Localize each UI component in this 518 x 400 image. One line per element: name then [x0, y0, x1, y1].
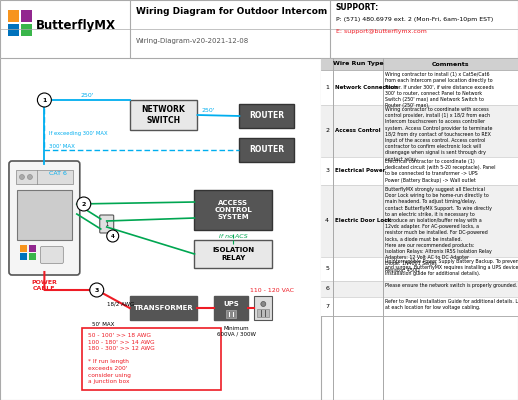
Text: Comments: Comments	[432, 62, 469, 66]
Bar	[16, 170, 73, 184]
Text: Wiring contractor to coordinate with access
control provider, install (1) x 18/2: Wiring contractor to coordinate with acc…	[385, 107, 493, 162]
Text: Electrical Power: Electrical Power	[335, 168, 385, 174]
Text: 250': 250'	[80, 93, 94, 98]
Bar	[130, 100, 197, 130]
Bar	[321, 281, 518, 297]
Bar	[321, 185, 518, 257]
Bar	[321, 105, 518, 157]
Text: If exceeding 300' MAX: If exceeding 300' MAX	[49, 131, 108, 136]
Circle shape	[37, 93, 51, 107]
Text: 250': 250'	[202, 108, 215, 114]
Text: 18/2 AWG: 18/2 AWG	[107, 301, 134, 306]
Text: 110 - 120 VAC: 110 - 120 VAC	[250, 288, 294, 293]
Text: 2: 2	[325, 128, 329, 134]
Text: 4: 4	[325, 218, 329, 224]
Circle shape	[261, 302, 266, 306]
Text: UPS: UPS	[224, 301, 239, 307]
Text: 7: 7	[325, 304, 329, 309]
FancyBboxPatch shape	[100, 215, 114, 233]
Bar	[8, 24, 19, 36]
Text: Wire Run Type: Wire Run Type	[333, 62, 384, 66]
Text: 2: 2	[82, 202, 86, 206]
Text: 1: 1	[325, 85, 329, 90]
Text: 5: 5	[325, 266, 329, 272]
FancyBboxPatch shape	[9, 161, 80, 275]
Circle shape	[27, 174, 33, 180]
Bar	[257, 309, 269, 317]
Bar	[321, 157, 518, 185]
Bar	[321, 257, 518, 281]
Circle shape	[20, 174, 24, 180]
Text: Uninterruptible Power Supply Battery Backup. To prevent voltage drops
and surges: Uninterruptible Power Supply Battery Bac…	[385, 259, 518, 276]
Text: E: support@butterflymx.com: E: support@butterflymx.com	[336, 30, 427, 34]
Circle shape	[107, 230, 119, 242]
Bar	[321, 297, 518, 316]
Bar	[17, 190, 72, 240]
Text: Refer to Panel Installation Guide for additional details. Leave 6' service loop
: Refer to Panel Installation Guide for ad…	[385, 299, 518, 310]
Text: Minimum
600VA / 300W: Minimum 600VA / 300W	[217, 326, 256, 337]
Text: If no ACS: If no ACS	[219, 234, 248, 240]
Text: ACCESS
CONTROL
SYSTEM: ACCESS CONTROL SYSTEM	[214, 200, 252, 220]
Text: POWER
CABLE: POWER CABLE	[32, 280, 57, 291]
Bar	[8, 10, 19, 22]
Text: 3: 3	[95, 288, 99, 292]
Bar	[194, 240, 272, 268]
Text: ROUTER: ROUTER	[249, 146, 284, 154]
Text: Wiring contractor to install (1) x Cat5e/Cat6
from each Intercom panel location : Wiring contractor to install (1) x Cat5e…	[385, 72, 494, 108]
Bar	[226, 310, 236, 318]
Text: Please ensure the network switch is properly grounded.: Please ensure the network switch is prop…	[385, 283, 517, 288]
Text: 50' MAX: 50' MAX	[92, 322, 114, 327]
Text: 50 - 100' >> 18 AWG
100 - 180' >> 14 AWG
180 - 300' >> 12 AWG

* If run length
e: 50 - 100' >> 18 AWG 100 - 180' >> 14 AWG…	[88, 333, 154, 384]
Text: 1: 1	[42, 98, 47, 102]
Bar	[21, 10, 32, 22]
Bar	[20, 253, 27, 260]
Bar	[29, 253, 36, 260]
Bar	[214, 296, 248, 320]
Bar	[194, 190, 272, 230]
Bar	[321, 70, 518, 105]
Bar	[239, 104, 294, 128]
Text: Wiring-Diagram-v20-2021-12-08: Wiring-Diagram-v20-2021-12-08	[136, 38, 249, 44]
Text: P: (571) 480.6979 ext. 2 (Mon-Fri, 6am-10pm EST): P: (571) 480.6979 ext. 2 (Mon-Fri, 6am-1…	[336, 18, 493, 22]
Text: SUPPORT:: SUPPORT:	[336, 4, 379, 12]
Circle shape	[77, 197, 91, 211]
Text: Access Control: Access Control	[335, 128, 381, 134]
Text: TRANSFORMER: TRANSFORMER	[134, 305, 193, 311]
Bar	[82, 328, 221, 390]
Bar	[321, 58, 518, 70]
Bar	[29, 245, 36, 252]
Text: 1: 1	[105, 222, 108, 226]
Text: NETWORK
SWITCH: NETWORK SWITCH	[142, 105, 185, 125]
Bar	[130, 296, 197, 320]
Text: 300' MAX: 300' MAX	[49, 144, 75, 149]
Text: CAT 6: CAT 6	[49, 171, 67, 176]
Text: ButterflyMX: ButterflyMX	[36, 18, 116, 32]
Text: ROUTER: ROUTER	[249, 112, 284, 120]
Text: ButterflyMX strongly suggest all Electrical
Door Lock wiring to be home-run dire: ButterflyMX strongly suggest all Electri…	[385, 187, 492, 273]
Text: Wiring Diagram for Outdoor Intercom: Wiring Diagram for Outdoor Intercom	[136, 8, 327, 16]
Text: Electrical contractor to coordinate (1)
dedicated circuit (with 5-20 receptacle): Electrical contractor to coordinate (1) …	[385, 159, 496, 182]
Bar	[254, 296, 272, 320]
Circle shape	[90, 283, 104, 297]
Text: Network Connection: Network Connection	[335, 85, 398, 90]
FancyBboxPatch shape	[40, 246, 63, 264]
Bar	[21, 24, 32, 36]
Text: 6: 6	[325, 286, 329, 292]
Bar	[20, 245, 27, 252]
Text: 4: 4	[111, 234, 114, 238]
Text: Electric Door Lock: Electric Door Lock	[335, 218, 391, 224]
Text: 3: 3	[325, 168, 329, 174]
Text: ISOLATION
RELAY: ISOLATION RELAY	[212, 248, 254, 260]
Bar	[239, 138, 294, 162]
